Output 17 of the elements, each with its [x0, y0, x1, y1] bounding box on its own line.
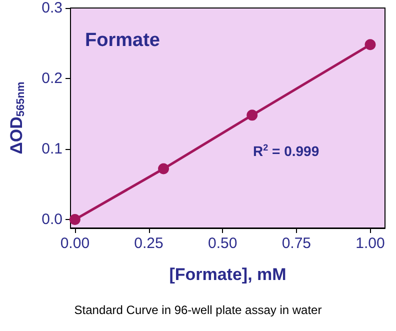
y-tick-label: 0.3: [42, 0, 62, 16]
text: Standard Curve in 96-well plate assay in water: [74, 303, 322, 317]
point: [364, 39, 376, 50]
x-tick-label: 0.25: [134, 235, 164, 252]
point: [158, 163, 170, 174]
y-tick-label: 0.1: [42, 140, 62, 158]
y-tick-label: 0.0: [42, 211, 62, 228]
text: Formate: [85, 30, 160, 51]
x-tick-label: 1.00: [356, 235, 385, 252]
y-axis-title: ΔOD565nm: [7, 82, 27, 154]
x-tick-label: 0.50: [208, 235, 238, 252]
x-tick-label: 0.00: [60, 235, 90, 252]
point: [246, 110, 258, 121]
x-axis-title: [Formate], mM: [169, 265, 286, 284]
point: [69, 214, 80, 226]
x-tick-label: 0.75: [282, 235, 312, 252]
y-tick-label: 0.2: [42, 70, 62, 88]
